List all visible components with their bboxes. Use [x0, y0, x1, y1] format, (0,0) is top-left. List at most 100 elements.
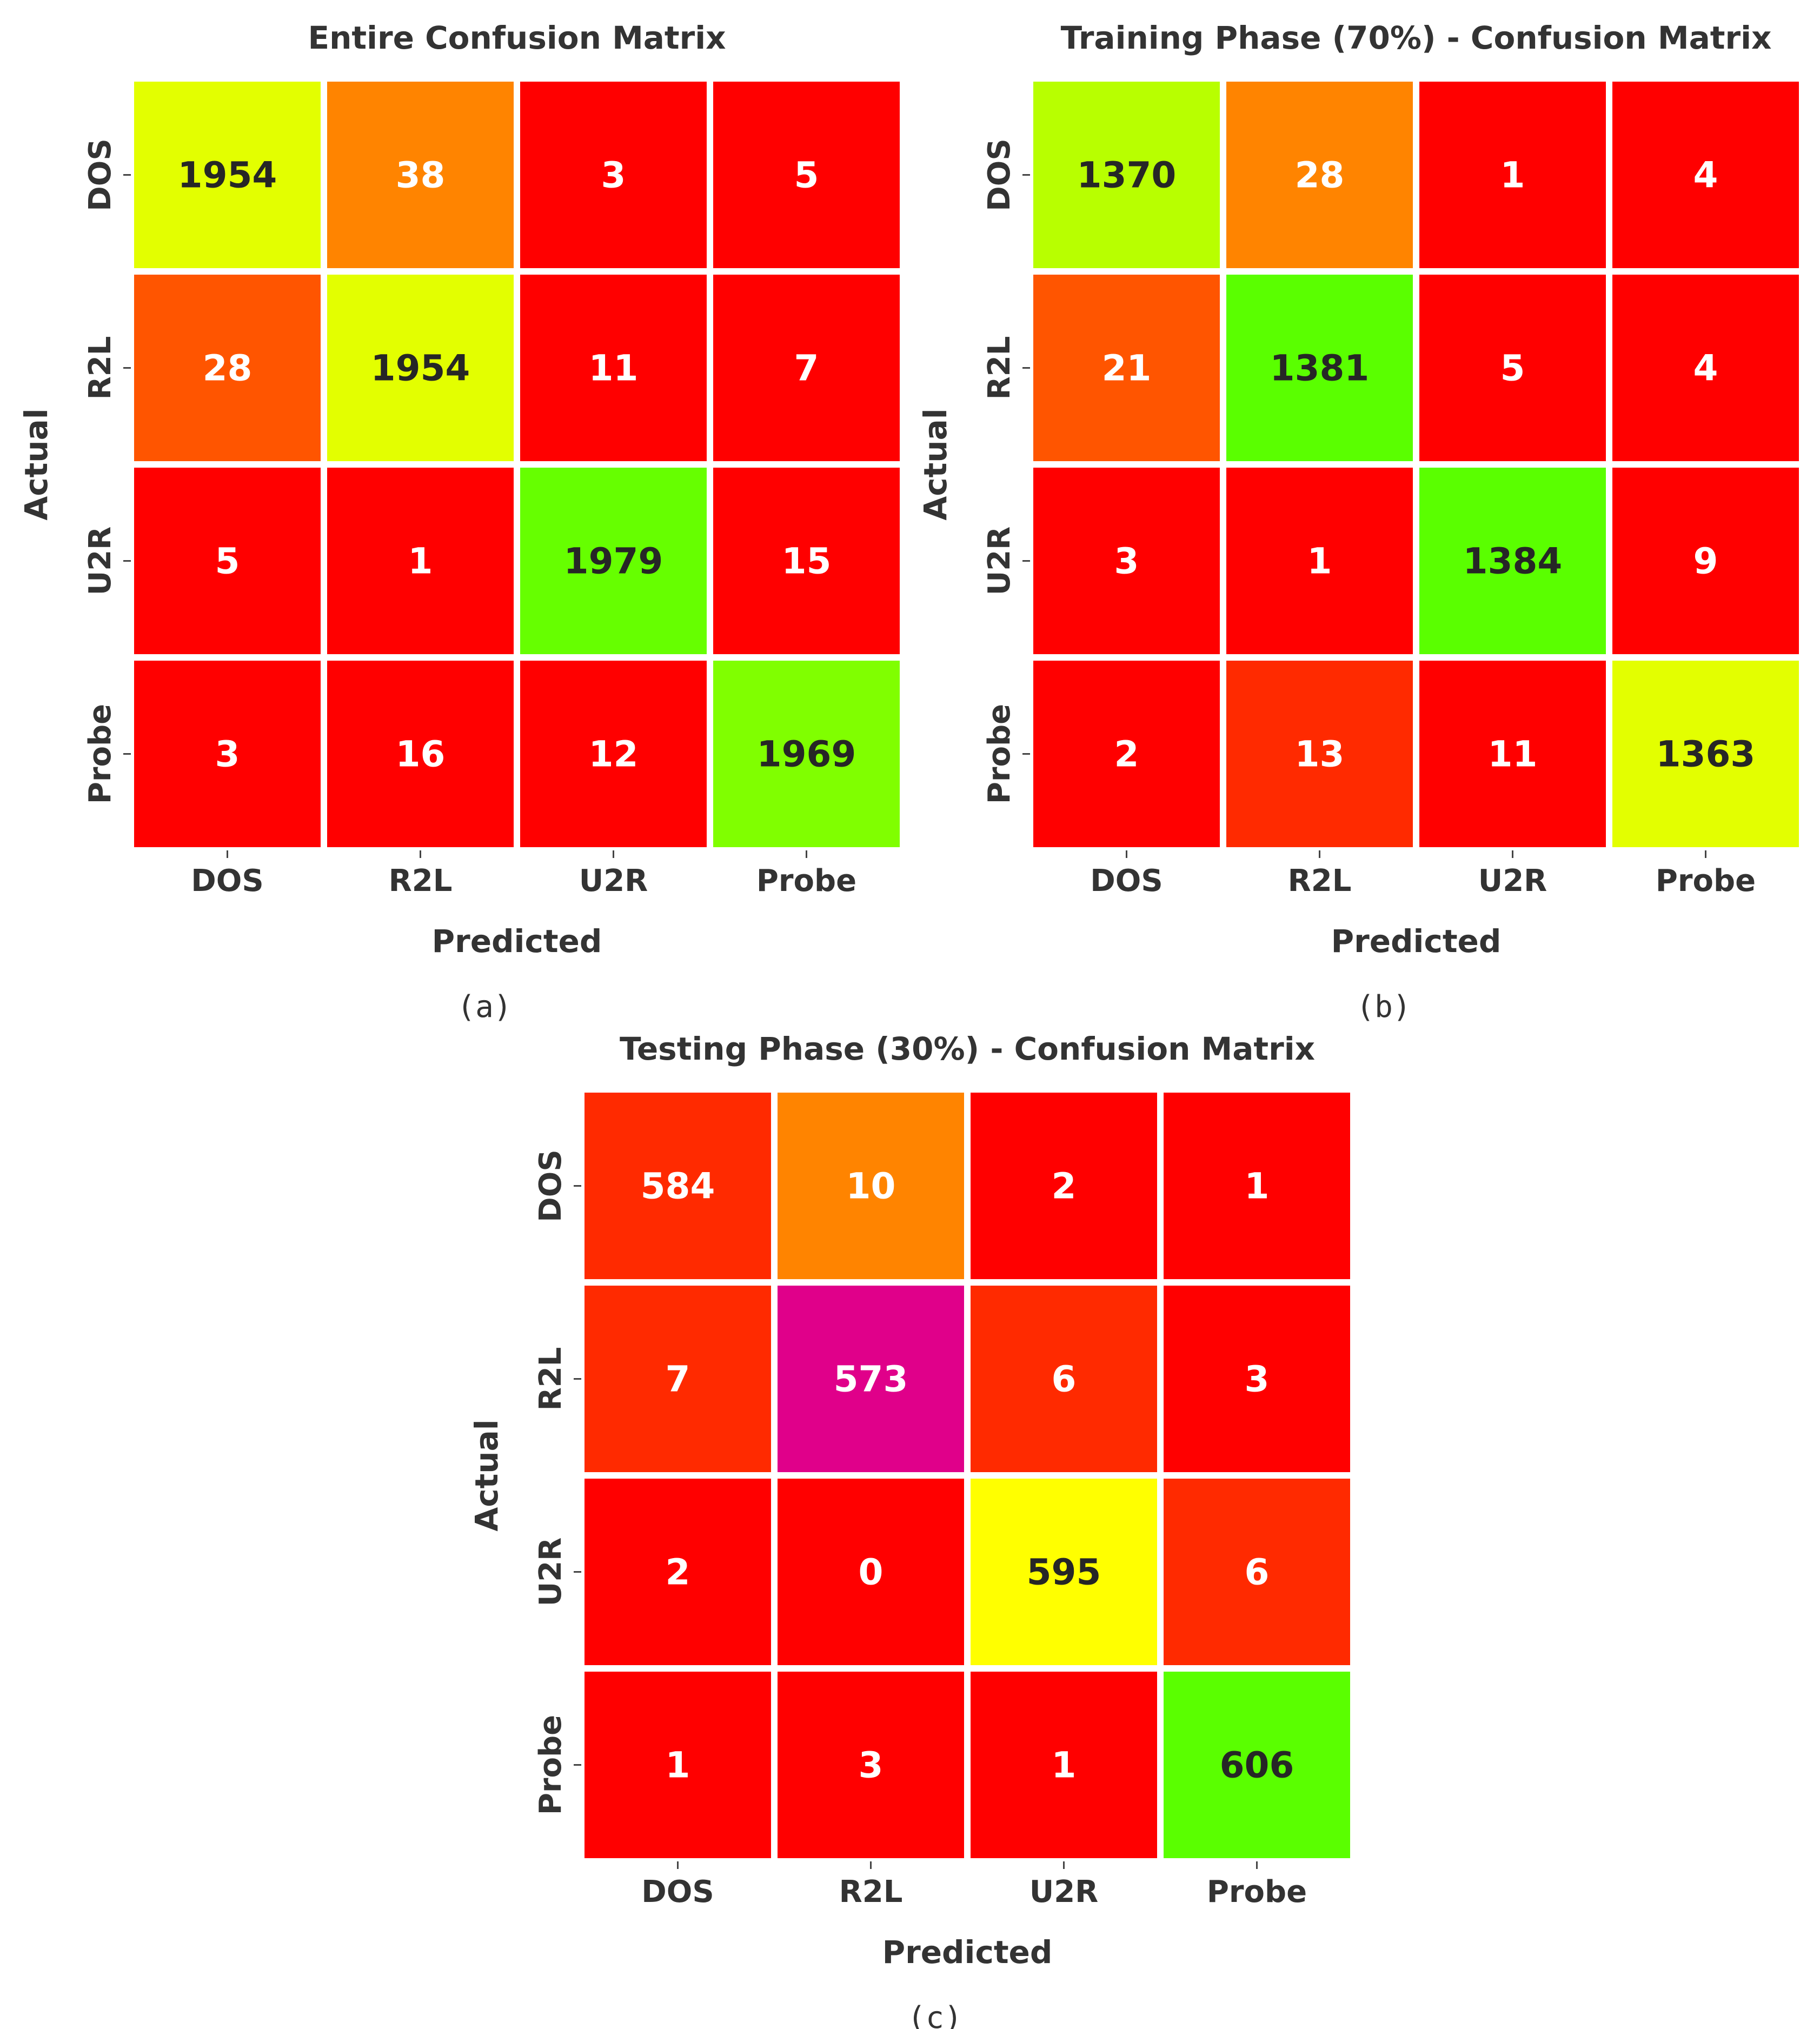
- panel-caption: (c): [907, 2000, 962, 2029]
- y-tick-label: DOS: [982, 138, 1017, 211]
- cell-value-label: 5: [794, 155, 819, 196]
- cell-value-label: 7: [794, 348, 819, 389]
- heatmap-cell: [1419, 468, 1606, 654]
- cell-value-label: 595: [1027, 1552, 1101, 1593]
- y-axis-label: Actual: [917, 408, 954, 520]
- heatmap-cell: [520, 275, 707, 461]
- x-tick-label: Probe: [1207, 1874, 1307, 1910]
- cell-value-label: 11: [1488, 734, 1538, 775]
- heatmap-panel-2: Training Phase (70%) - Confusion Matrix 1…: [917, 19, 1799, 1025]
- panel-title: Entire Confusion Matrix: [308, 19, 726, 56]
- heatmap-cell: [713, 82, 900, 268]
- cell-value-label: 28: [203, 348, 253, 389]
- x-tick-label: DOS: [641, 1874, 714, 1910]
- cell-value-label: 6: [1052, 1359, 1077, 1400]
- heatmap-cell: [971, 1093, 1157, 1279]
- y-tick-label: R2L: [982, 336, 1017, 400]
- x-tick-label: U2R: [1478, 863, 1547, 899]
- cell-value-label: 6: [1245, 1552, 1270, 1593]
- cell-value-label: 12: [589, 734, 639, 775]
- cell-value-label: 38: [396, 155, 446, 196]
- heatmap-cell: [713, 275, 900, 461]
- heatmap-cell: [1164, 1672, 1350, 1858]
- cell-value-label: 3: [601, 155, 626, 196]
- heatmap-cell: [520, 82, 707, 268]
- x-tick-label: U2R: [1029, 1874, 1099, 1910]
- cell-value-label: 2: [666, 1552, 690, 1593]
- heatmap-cell: [778, 1479, 964, 1665]
- cell-value-label: 0: [859, 1552, 884, 1593]
- heatmap-cell: [778, 1286, 964, 1472]
- heatmap-cell: [1419, 661, 1606, 847]
- cell-value-label: 1384: [1463, 541, 1563, 582]
- heatmap-cell: [1612, 468, 1799, 654]
- cell-value-label: 4: [1693, 348, 1718, 389]
- cell-value-label: 1954: [178, 155, 277, 196]
- heatmap-cell: [971, 1672, 1157, 1858]
- cell-value-label: 1: [1245, 1166, 1270, 1207]
- y-tick-label: Probe: [533, 1715, 568, 1815]
- heatmap-cell: [134, 468, 321, 654]
- y-axis-label: Actual: [468, 1419, 505, 1531]
- heatmap-cell: [713, 661, 900, 847]
- heatmap-cell: [778, 1093, 964, 1279]
- cell-value-label: 1: [666, 1745, 690, 1786]
- heatmap-cell: [971, 1286, 1157, 1472]
- panel-title: Testing Phase (30%) - Confusion Matrix: [620, 1030, 1315, 1067]
- heatmap-cell: [1612, 82, 1799, 268]
- cell-value-label: 5: [215, 541, 240, 582]
- heatmap-cell: [134, 275, 321, 461]
- heatmap-cell: [584, 1286, 771, 1472]
- x-tick-label: Probe: [1656, 863, 1756, 899]
- x-tick-label: U2R: [579, 863, 648, 899]
- cell-value-label: 10: [846, 1166, 896, 1207]
- cell-value-label: 3: [1114, 541, 1139, 582]
- x-axis-label: Predicted: [432, 923, 602, 960]
- x-axis-label: Predicted: [1331, 923, 1502, 960]
- cell-value-label: 3: [1245, 1359, 1270, 1400]
- x-tick-label: Probe: [756, 863, 856, 899]
- cell-value-label: 584: [641, 1166, 715, 1207]
- cell-value-label: 3: [215, 734, 240, 775]
- cell-value-label: 1: [1500, 155, 1525, 196]
- heatmap-cell: [327, 661, 514, 847]
- y-tick-label: R2L: [533, 1347, 568, 1411]
- cell-value-label: 1: [1052, 1745, 1077, 1786]
- cell-value-label: 3: [859, 1745, 884, 1786]
- heatmap-cell: [1226, 82, 1413, 268]
- cell-value-label: 16: [396, 734, 446, 775]
- heatmap-cell: [520, 468, 707, 654]
- heatmap-cell: [327, 82, 514, 268]
- heatmap-cell: [134, 82, 321, 268]
- y-tick-label: Probe: [83, 704, 118, 804]
- y-tick-label: U2R: [982, 527, 1017, 596]
- panel-caption: (b): [1356, 989, 1411, 1025]
- cell-value-label: 5: [1500, 348, 1525, 389]
- heatmap-cell: [1226, 468, 1413, 654]
- cell-value-label: 1370: [1077, 155, 1177, 196]
- heatmap-cell: [1226, 661, 1413, 847]
- y-tick-label: U2R: [83, 527, 118, 596]
- heatmap-cell: [1612, 275, 1799, 461]
- y-tick-label: DOS: [83, 138, 118, 211]
- cell-value-label: 606: [1220, 1745, 1294, 1786]
- x-tick-label: R2L: [1288, 863, 1352, 899]
- heatmap-cell: [1419, 275, 1606, 461]
- heatmap-cell: [1226, 275, 1413, 461]
- y-tick-label: DOS: [533, 1149, 568, 1222]
- heatmap-cell: [1164, 1286, 1350, 1472]
- heatmap-cell: [584, 1672, 771, 1858]
- cell-value-label: 15: [782, 541, 832, 582]
- cell-value-label: 2: [1052, 1166, 1077, 1207]
- x-tick-label: DOS: [191, 863, 263, 899]
- cell-value-label: 1979: [564, 541, 663, 582]
- panel-caption: (a): [457, 989, 512, 1025]
- heatmap-cell: [1164, 1479, 1350, 1665]
- cell-value-label: 1: [1307, 541, 1332, 582]
- cell-value-label: 9: [1693, 541, 1718, 582]
- x-tick-label: DOS: [1090, 863, 1163, 899]
- cell-value-label: 7: [666, 1359, 690, 1400]
- y-axis-label: Actual: [18, 408, 55, 520]
